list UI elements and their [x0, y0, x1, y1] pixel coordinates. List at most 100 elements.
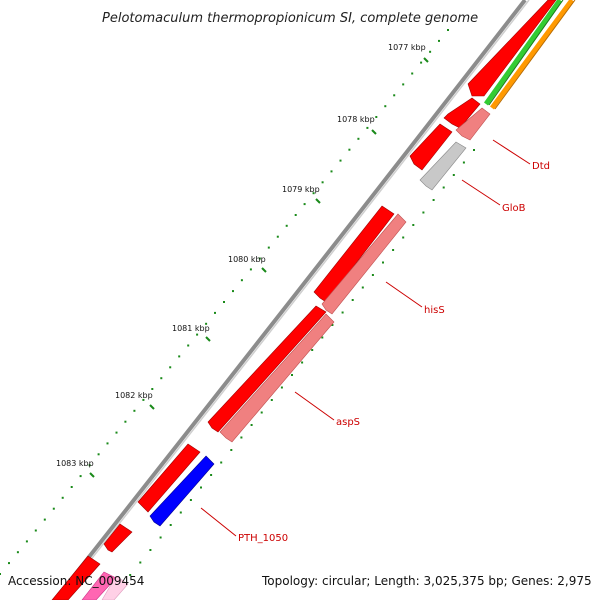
grid-dot	[447, 29, 449, 31]
grid-dot	[361, 286, 364, 289]
tick-dashes	[89, 57, 429, 478]
grid-dot	[371, 274, 374, 276]
grid-dot	[220, 461, 223, 464]
grid-dot	[311, 349, 314, 351]
grid-dot	[34, 529, 37, 532]
grid-dot	[285, 224, 288, 227]
grid-dot	[366, 126, 369, 129]
gene-label-glob: GloB	[502, 203, 526, 214]
grid-dot	[0, 573, 1, 575]
grid-dot	[294, 214, 297, 216]
grid-dot	[169, 524, 172, 526]
pink-gene[interactable]	[81, 571, 117, 600]
cds-feature[interactable]	[443, 97, 481, 129]
grid-dot	[160, 377, 163, 380]
ring-orange-edge	[494, 0, 576, 110]
grid-dot	[43, 518, 46, 521]
grid-dot	[106, 442, 109, 445]
grid-dot	[270, 399, 273, 401]
grid-dot	[402, 236, 405, 239]
light-pink-gene[interactable]	[101, 575, 129, 600]
grid-dot	[133, 409, 136, 412]
grid-dot	[200, 486, 202, 489]
tick-label-1077: 1077 kbp	[388, 43, 426, 52]
grid-dot	[321, 181, 324, 184]
grid-dot	[473, 149, 475, 151]
hiss-gene[interactable]	[321, 213, 407, 315]
grid-dot	[205, 322, 208, 325]
grid-dot	[462, 161, 465, 164]
dtd-gene[interactable]	[455, 107, 491, 141]
sequence-backbone	[53, 0, 527, 600]
grid-dot	[402, 83, 405, 86]
grid-dot	[280, 386, 283, 389]
cds-feature[interactable]	[51, 555, 101, 600]
gene-label-pth-1050: PTH_1050	[238, 533, 288, 544]
grid-dot	[429, 50, 432, 53]
ring-green-edge	[488, 0, 564, 106]
cds-feature[interactable]	[207, 305, 327, 433]
grid-dot	[79, 475, 82, 478]
grid-dot	[452, 174, 455, 176]
gene-label-dtd: Dtd	[532, 161, 550, 172]
grid-dot	[339, 159, 342, 162]
grid-dot	[249, 268, 252, 271]
grid-dot	[189, 499, 192, 501]
grid-dots	[0, 29, 475, 600]
asps-gene[interactable]	[219, 313, 335, 443]
grid-dot	[260, 411, 263, 414]
grid-dot	[124, 420, 127, 423]
grid-dot	[142, 398, 145, 401]
gene-label-asps: aspS	[336, 417, 360, 428]
tick-label-1079: 1079 kbp	[282, 185, 320, 194]
tick-label-1078: 1078 kbp	[337, 115, 375, 124]
grid-dot	[375, 116, 378, 118]
grid-dot	[438, 39, 440, 42]
grid-dot	[303, 203, 306, 206]
grid-dot	[357, 137, 360, 140]
grid-dot	[70, 486, 73, 488]
grid-dot	[393, 94, 396, 97]
glob-gene[interactable]	[419, 141, 467, 191]
grid-dot	[330, 170, 333, 173]
grid-dot	[8, 562, 10, 565]
grid-dot	[348, 148, 351, 151]
grid-dot	[267, 246, 270, 249]
grid-dot	[139, 561, 142, 564]
grid-dot	[258, 257, 261, 260]
grid-dot	[422, 211, 425, 214]
grid-dot	[214, 311, 216, 314]
cds-feature[interactable]	[137, 443, 201, 513]
grid-dot	[301, 361, 304, 364]
grid-dot	[382, 261, 384, 264]
cds-feature[interactable]	[313, 205, 395, 303]
grid-dot	[420, 61, 423, 64]
grid-dot	[61, 496, 64, 499]
cds-feature[interactable]	[467, 0, 557, 97]
grid-dot	[179, 511, 182, 514]
grid-dot	[16, 551, 19, 554]
cds-feature[interactable]	[103, 523, 133, 553]
grid-dot	[115, 431, 118, 434]
accession-text: Accession: NC_009454	[8, 574, 144, 588]
ring-green	[483, 0, 563, 106]
grid-dot	[291, 374, 293, 376]
grid-dot	[240, 279, 243, 282]
sequence-backbone-shadow	[58, 0, 530, 600]
grid-dot	[159, 536, 162, 539]
grid-dot	[331, 324, 334, 326]
pth-1050-gene[interactable]	[149, 455, 215, 527]
grid-dot	[178, 355, 181, 358]
grid-dot	[276, 235, 279, 238]
grid-dot	[411, 72, 414, 75]
grid-dot	[321, 336, 324, 339]
grid-dot	[210, 474, 213, 476]
cds-feature[interactable]	[409, 123, 453, 171]
grid-dot	[149, 549, 152, 551]
tick-label-1080: 1080 kbp	[228, 255, 266, 264]
grid-dot	[196, 333, 199, 336]
grid-dot	[232, 290, 234, 293]
grid-dot	[412, 224, 415, 226]
grid-dot	[250, 424, 253, 426]
